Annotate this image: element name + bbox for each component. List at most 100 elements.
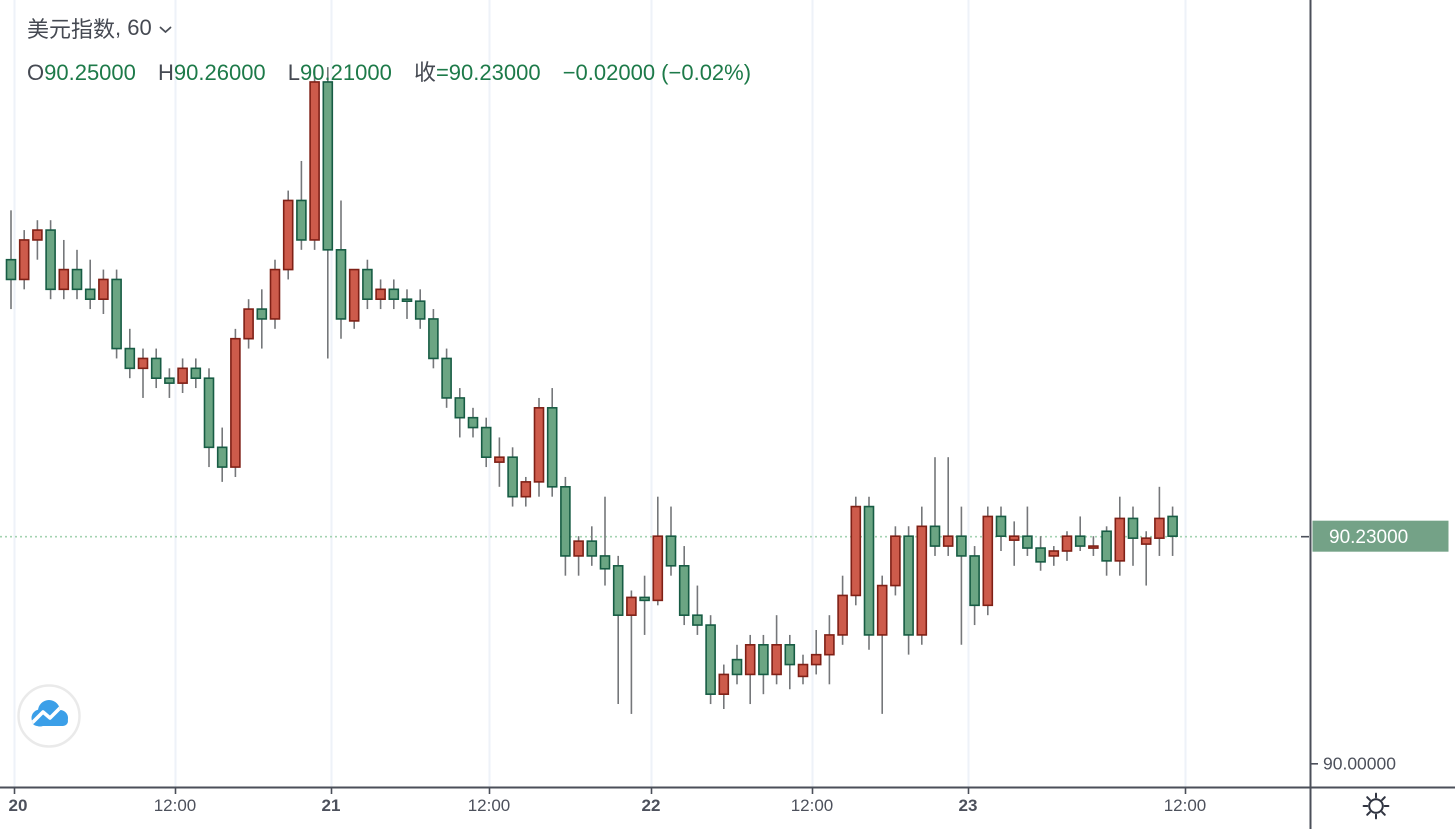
candle (428, 318, 439, 360)
candle (995, 515, 1007, 537)
time-axis-label: 23 (959, 796, 978, 815)
candle (560, 486, 571, 557)
candle (797, 663, 809, 678)
candle (1127, 517, 1139, 539)
candle (137, 357, 149, 370)
candle (164, 377, 175, 384)
candle (612, 565, 624, 616)
candle (150, 357, 162, 379)
candle (824, 634, 835, 656)
candle (177, 367, 188, 384)
candle (282, 199, 294, 271)
candle (718, 673, 730, 695)
candle (1167, 515, 1178, 537)
candle (863, 505, 875, 636)
candle (203, 377, 215, 449)
candle (124, 347, 136, 370)
candle (810, 653, 822, 666)
time-axis-label: 12:00 (154, 796, 197, 815)
candle (414, 300, 426, 320)
candle (454, 397, 466, 419)
candle (890, 535, 901, 587)
candle (652, 535, 664, 602)
candle (1101, 530, 1112, 562)
candle (850, 505, 862, 597)
candle (837, 594, 848, 636)
candle (348, 268, 360, 322)
candle (322, 81, 334, 251)
candle (480, 426, 492, 458)
candle (5, 258, 17, 281)
candle (1035, 547, 1046, 563)
candle (903, 535, 914, 636)
candle (1074, 535, 1086, 547)
chart-settings-button[interactable] (1362, 792, 1390, 820)
candle (956, 535, 967, 557)
candle (929, 525, 941, 547)
candle (744, 644, 756, 676)
time-axis-label: 12:00 (468, 796, 511, 815)
candle (784, 644, 796, 666)
candle (375, 288, 386, 300)
candle (296, 199, 307, 241)
candle (388, 288, 400, 300)
gear-spoke (1381, 811, 1386, 816)
candle (626, 596, 637, 616)
candle (98, 278, 109, 300)
candle (520, 481, 532, 498)
candle (1022, 535, 1033, 549)
time-axis-label: 12:00 (1164, 796, 1207, 815)
price-axis-label: 90.00000 (1323, 753, 1396, 773)
time-axis[interactable]: 20 12:00 21 12:00 22 12:00 23 12:00 (9, 788, 1207, 815)
title-separator: , (115, 15, 122, 40)
candle (269, 268, 281, 320)
candle (256, 308, 268, 320)
candle (494, 456, 505, 463)
candle (18, 239, 30, 281)
candle (731, 658, 743, 676)
gear-spoke (1366, 811, 1371, 816)
candle (335, 249, 347, 320)
current-price-marker: 90.23000 (1301, 520, 1449, 552)
candle (45, 229, 56, 291)
gear-icon (1368, 798, 1384, 814)
candle (1088, 545, 1099, 549)
candle (441, 357, 452, 399)
symbol-name: 美元指数 (27, 17, 116, 42)
gridlines (13, 0, 1187, 787)
candle (1114, 517, 1126, 562)
candle (533, 407, 545, 483)
candle (507, 456, 518, 498)
candle (546, 407, 558, 488)
price-axis[interactable]: 90.00000 (1311, 753, 1396, 773)
candle (467, 416, 479, 429)
symbol-title[interactable]: 美元指数, 60 (27, 12, 767, 44)
candle (1140, 537, 1152, 545)
candle (942, 535, 954, 547)
candle (1154, 517, 1165, 539)
chevron-down-icon[interactable] (159, 26, 172, 34)
candle (32, 229, 43, 241)
candle (599, 555, 611, 570)
candle (639, 596, 650, 602)
current-price-label-bg (1312, 520, 1449, 552)
candle (230, 337, 241, 468)
candle (1061, 535, 1073, 552)
candle (758, 644, 769, 676)
candle (573, 540, 584, 557)
interval-value: 60 (127, 15, 152, 40)
candle (216, 446, 228, 468)
candle (982, 515, 994, 607)
candle (586, 540, 598, 557)
current-price-label: 90.23000 (1329, 527, 1408, 548)
candle (84, 288, 96, 300)
platform-logo[interactable] (16, 683, 82, 749)
time-axis-label: 21 (322, 796, 341, 815)
candle (876, 584, 888, 636)
candle (362, 268, 373, 300)
candle (678, 565, 690, 616)
candles-layer (5, 67, 1178, 714)
candle (969, 555, 980, 607)
